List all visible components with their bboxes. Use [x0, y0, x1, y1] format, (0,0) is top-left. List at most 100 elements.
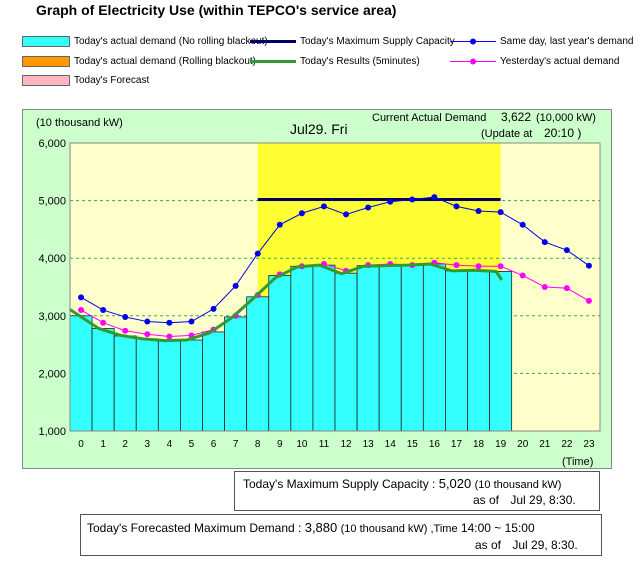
- forecast-max-time: 14:00 ~ 15:00: [460, 521, 535, 535]
- x-tick-label: 18: [473, 439, 485, 450]
- x-tick-label: 6: [211, 439, 217, 450]
- y-tick-label: 2,000: [38, 368, 66, 380]
- y-tick-label: 4,000: [38, 253, 66, 265]
- demand-bar: [180, 339, 203, 432]
- x-tick-label: 4: [167, 439, 173, 450]
- yesterday-point: [122, 327, 129, 334]
- demand-bar: [290, 265, 314, 432]
- legend-rolling: Today's actual demand (Rolling blackout): [22, 56, 256, 67]
- date-label: Jul29. Fri: [290, 121, 348, 137]
- x-tick-label: 7: [233, 439, 239, 450]
- legend-no-blackout: Today's actual demand (No rolling blacko…: [22, 36, 268, 47]
- demand-bar: [467, 269, 490, 432]
- x-tick-label: 14: [385, 439, 397, 450]
- demand-bar: [268, 275, 292, 432]
- demand-bar: [224, 316, 248, 432]
- current-demand-label: Current Actual Demand: [372, 112, 486, 124]
- last-year-point: [519, 221, 526, 228]
- y-tick-label: 3,000: [38, 311, 66, 323]
- x-tick-label: 16: [429, 439, 441, 450]
- legend-forecast: Today's Forecast: [22, 75, 149, 86]
- demand-bar: [400, 264, 424, 432]
- supply-asof-label: as of: [473, 493, 500, 507]
- y-tick-label: 5,000: [38, 196, 66, 208]
- last-year-point: [78, 294, 85, 301]
- current-demand-unit: (10,000 kW): [536, 112, 596, 124]
- last-year-point: [387, 198, 394, 205]
- supply-capacity-unit: (10 thousand kW): [474, 479, 562, 491]
- forecast-max-box: Today's Forecasted Maximum Demand : 3,88…: [80, 514, 602, 556]
- demand-bar: [91, 328, 115, 432]
- demand-bar: [489, 271, 513, 432]
- last-year-point: [475, 207, 482, 214]
- last-year-point: [232, 282, 239, 289]
- x-tick-label: 8: [255, 439, 261, 450]
- update-time: 20:10 ): [544, 126, 581, 140]
- results-line: [69, 262, 503, 343]
- legend-yesterday: Yesterday's actual demand: [450, 56, 619, 67]
- legend-last-year: Same day, last year's demand: [450, 36, 633, 47]
- x-tick-label: 0: [78, 439, 84, 450]
- yesterday-point: [475, 263, 482, 270]
- last-year-point: [320, 203, 327, 210]
- supply-capacity-value: 5,020: [438, 476, 472, 491]
- last-year-line: [80, 196, 590, 324]
- last-year-point: [276, 221, 283, 228]
- yesterday-point: [541, 284, 548, 290]
- supply-asof-value: Jul 29, 8:30.: [510, 493, 576, 507]
- supply-capacity-label: Today's Maximum Supply Capacity :: [243, 477, 436, 491]
- forecast-asof-value: Jul 29, 8:30.: [512, 538, 578, 552]
- update-label: (Update at: [481, 128, 532, 140]
- legend-yesterday-swatch: [450, 57, 496, 66]
- last-year-point: [210, 305, 217, 312]
- x-tick-label: 15: [407, 439, 419, 450]
- x-tick-label: 2: [122, 439, 128, 450]
- x-tick-label: 20: [517, 439, 529, 450]
- unit-label: (10 thousand kW): [36, 117, 123, 129]
- x-tick-label: 21: [539, 439, 551, 450]
- forecast-max-label: Today's Forecasted Maximum Demand :: [87, 521, 302, 535]
- last-year-point: [166, 319, 173, 326]
- x-tick-label: 22: [561, 439, 573, 450]
- yesterday-line: [80, 262, 590, 338]
- current-demand-value: 3,622: [501, 110, 531, 124]
- yesterday-point: [166, 333, 173, 340]
- legend-max-supply: Today's Maximum Supply Capacity: [250, 36, 455, 47]
- demand-bar: [113, 335, 137, 432]
- demand-bar: [445, 270, 468, 432]
- x-tick-label: 17: [451, 439, 463, 450]
- title-marker: [22, 12, 32, 22]
- yesterday-point: [453, 262, 460, 269]
- x-tick-label: 10: [296, 439, 308, 450]
- x-tick-label: 12: [340, 439, 352, 450]
- forecast-max-unit: (10 thousand kW) ,Time: [340, 523, 458, 535]
- forecast-asof-label: as of: [475, 538, 502, 552]
- last-year-point: [343, 211, 350, 218]
- legend-forecast-swatch: [22, 75, 70, 86]
- x-axis-label: (Time): [562, 456, 593, 468]
- demand-bar: [422, 263, 446, 432]
- last-year-point: [541, 239, 548, 246]
- demand-bar: [135, 338, 159, 432]
- forecast-max-value: 3,880: [304, 520, 338, 535]
- yesterday-point: [100, 319, 107, 326]
- demand-bar: [246, 296, 270, 432]
- last-year-point: [254, 250, 261, 257]
- legend-last-year-swatch: [450, 37, 496, 46]
- plot-frame: [69, 142, 601, 432]
- demand-bar: [378, 265, 402, 432]
- yesterday-point: [497, 263, 504, 270]
- y-tick-label: 6,000: [38, 138, 66, 150]
- supply-capacity-box: Today's Maximum Supply Capacity : 5,020 …: [234, 471, 600, 511]
- demand-bar: [312, 264, 336, 432]
- x-tick-label: 23: [583, 439, 595, 450]
- demand-bar: [202, 331, 225, 432]
- last-year-point: [298, 210, 305, 217]
- last-year-point: [563, 247, 570, 254]
- last-year-point: [122, 313, 129, 320]
- last-year-point: [365, 204, 372, 211]
- legend-no-blackout-swatch: [22, 36, 70, 47]
- legend-rolling-swatch: [22, 56, 70, 67]
- legend-results: Today's Results (5minutes): [250, 56, 420, 67]
- yesterday-point: [585, 297, 592, 304]
